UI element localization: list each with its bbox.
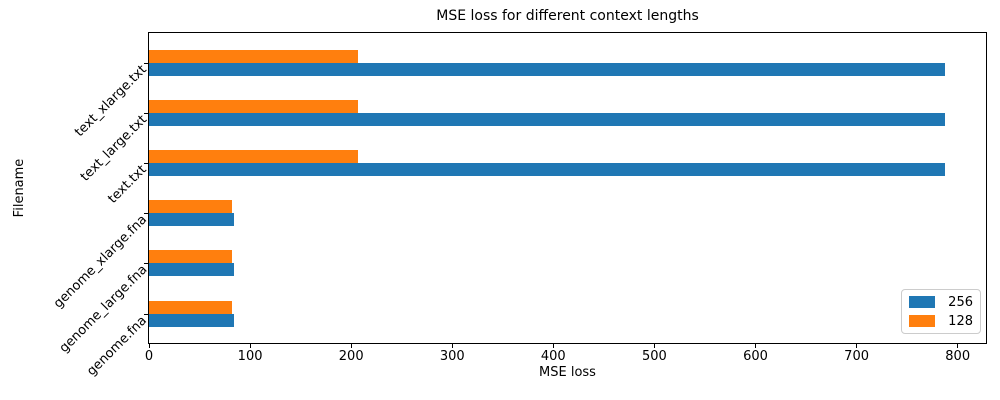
x-tick-label: 800 <box>945 349 971 364</box>
bar-128-genome_large.fna <box>149 250 232 264</box>
legend-entry-256: 256 <box>909 294 973 310</box>
x-tick-mark <box>451 344 453 348</box>
legend-label-128: 128 <box>948 313 973 329</box>
y-axis-label: Filename <box>12 158 27 218</box>
legend-swatch-256 <box>909 296 935 308</box>
y-tick-mark <box>144 313 148 315</box>
x-tick-mark <box>653 344 655 348</box>
x-tick-label: 400 <box>540 349 566 364</box>
bar-128-genome.fna <box>149 300 232 314</box>
x-tick-label: 0 <box>144 349 154 364</box>
x-axis-label: MSE loss <box>539 365 596 380</box>
bar-128-genome_xlarge.fna <box>149 200 232 214</box>
y-tick-mark <box>144 213 148 215</box>
chart-title: MSE loss for different context lengths <box>436 8 699 24</box>
x-tick-label: 100 <box>237 349 263 364</box>
x-tick-label: 600 <box>743 349 768 364</box>
plot-area <box>148 32 987 344</box>
legend: 256 128 <box>901 289 981 334</box>
x-tick-label: 200 <box>338 349 364 364</box>
bar-256-text_large.txt <box>149 112 945 126</box>
x-tick-mark <box>249 344 251 348</box>
bar-256-genome.fna <box>149 313 234 327</box>
bar-128-text_large.txt <box>149 99 359 113</box>
x-tick-label: 700 <box>844 349 870 364</box>
y-tick-label-genome_xlarge.fna: genome_xlarge.fna <box>50 212 150 312</box>
x-tick-mark <box>856 344 858 348</box>
legend-label-256: 256 <box>948 294 973 310</box>
x-tick-label: 300 <box>439 349 465 364</box>
legend-swatch-128 <box>909 315 935 327</box>
bar-256-genome_large.fna <box>149 263 234 277</box>
x-tick-mark <box>755 344 756 348</box>
bar-256-text.txt <box>149 162 945 176</box>
y-tick-mark <box>144 112 148 114</box>
bar-128-text_xlarge.txt <box>149 49 359 63</box>
y-tick-mark <box>144 263 148 265</box>
y-tick-mark <box>144 162 148 164</box>
y-tick-label-text.txt: text.txt <box>105 162 150 207</box>
x-tick-label: 500 <box>641 349 667 364</box>
bar-256-text_xlarge.txt <box>149 62 945 76</box>
bar-256-genome_xlarge.fna <box>149 213 234 227</box>
x-tick-mark <box>350 344 352 348</box>
legend-entry-128: 128 <box>909 313 973 329</box>
y-tick-label-genome_large.fna: genome_large.fna <box>56 262 150 357</box>
bar-128-text.txt <box>149 149 359 163</box>
x-tick-mark <box>148 344 150 348</box>
y-tick-mark <box>144 62 148 64</box>
x-tick-mark <box>957 344 959 348</box>
x-tick-mark <box>552 344 554 348</box>
